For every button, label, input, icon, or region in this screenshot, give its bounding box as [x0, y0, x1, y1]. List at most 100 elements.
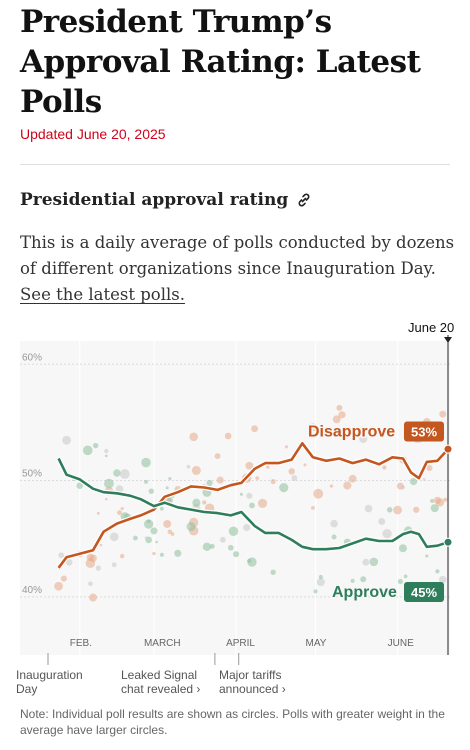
poll-dot — [202, 542, 212, 552]
poll-dot — [86, 553, 95, 562]
poll-dot — [257, 498, 268, 509]
section-header: Presidential approval rating — [20, 190, 312, 210]
poll-dot — [362, 558, 370, 566]
poll-dot — [438, 575, 447, 584]
poll-dot — [369, 557, 379, 567]
poll-dot — [227, 544, 234, 551]
poll-dot — [65, 559, 73, 566]
poll-dot — [62, 435, 71, 445]
poll-dot — [430, 504, 439, 513]
description-text: This is a daily average of polls conduct… — [20, 233, 455, 278]
poll-dot — [360, 576, 367, 583]
poll-dot — [338, 411, 346, 419]
poll-dot — [214, 453, 221, 460]
series-label-approve: Approve — [332, 584, 397, 601]
poll-dot — [243, 523, 251, 532]
annotation-tariffs-line1: Major tariffs — [219, 668, 282, 682]
poll-dot — [435, 569, 440, 574]
page-headline: President Trump’s Approval Rating: Lates… — [20, 4, 421, 120]
poll-dot — [54, 581, 63, 591]
poll-dot — [228, 526, 239, 536]
poll-dot — [270, 479, 276, 485]
poll-dot — [364, 504, 373, 513]
poll-dot — [246, 492, 253, 499]
poll-dot — [393, 505, 403, 515]
poll-dot — [141, 457, 151, 468]
annotation-signal-line1: Leaked Signal — [121, 668, 198, 682]
value-label-disapprove: 53% — [411, 425, 437, 440]
poll-dot — [288, 468, 295, 475]
poll-dot — [316, 578, 325, 587]
poll-dot — [255, 476, 260, 481]
poll-dot — [239, 492, 243, 496]
poll-dot — [117, 510, 122, 516]
link-icon[interactable] — [296, 192, 312, 208]
poll-dot — [224, 432, 232, 440]
series-line-disapprove — [57, 442, 449, 569]
chart-description: This is a daily average of polls conduct… — [20, 230, 460, 308]
poll-dot — [165, 486, 169, 490]
poll-dot — [96, 511, 100, 515]
x-tick-label: FEB. — [70, 638, 92, 649]
poll-dot — [398, 544, 407, 553]
poll-dot — [313, 589, 318, 594]
annotation-signal-chat[interactable]: Leaked Signal chat revealed › — [121, 668, 200, 696]
poll-dot — [144, 479, 148, 484]
poll-dot — [85, 558, 96, 568]
poll-dot — [308, 423, 317, 432]
poll-dot — [133, 535, 138, 541]
poll-dot — [115, 485, 124, 493]
poll-dot — [332, 415, 341, 424]
series-line-approve — [57, 457, 449, 551]
poll-dot — [109, 532, 119, 542]
latest-polls-link[interactable]: See the latest polls. — [20, 285, 185, 304]
poll-dot — [413, 506, 420, 513]
plot-background — [20, 341, 450, 655]
poll-dot — [99, 543, 103, 547]
poll-dot — [403, 574, 408, 579]
annotation-inauguration[interactable]: Inauguration Day — [16, 668, 83, 696]
poll-dot — [430, 498, 435, 503]
poll-dot — [159, 552, 164, 557]
poll-dot — [336, 404, 343, 411]
poll-dot — [144, 536, 148, 540]
poll-dot — [245, 461, 254, 470]
poll-dot — [439, 410, 447, 418]
value-label-approve: 45% — [411, 585, 437, 600]
annotation-tariffs[interactable]: Major tariffs announced › — [219, 668, 286, 696]
updated-timestamp: Updated June 20, 2025 — [20, 126, 166, 142]
end-date-arrow — [444, 337, 452, 343]
poll-dot — [119, 469, 130, 479]
poll-dot — [186, 464, 191, 469]
annotation-inauguration-line1: Inauguration — [16, 668, 83, 682]
poll-dot — [144, 519, 154, 529]
value-badge-disapprove — [404, 421, 444, 442]
poll-dot — [400, 485, 406, 490]
poll-dot — [113, 469, 121, 477]
annotation-tariffs-line2: announced › — [219, 682, 286, 696]
poll-dot — [291, 475, 298, 482]
poll-dot — [82, 445, 93, 456]
poll-dot — [111, 562, 117, 568]
annotation-inauguration-line2: Day — [16, 682, 38, 696]
annotation-signal-line2: chat revealed › — [121, 682, 201, 696]
poll-dot — [155, 540, 158, 544]
series-label-disapprove: Disapprove — [308, 424, 395, 441]
poll-dot — [219, 536, 226, 543]
poll-dot — [350, 578, 355, 583]
y-tick-label: 50% — [22, 469, 42, 480]
poll-dot — [386, 507, 393, 513]
poll-dot — [174, 549, 182, 557]
poll-dot — [76, 482, 84, 489]
x-tick-label: MAY — [306, 638, 327, 649]
section-title: Presidential approval rating — [20, 190, 289, 210]
x-tick-label: MARCH — [144, 638, 181, 649]
poll-dot — [251, 425, 259, 433]
poll-dot — [331, 534, 337, 540]
poll-dot — [58, 552, 65, 559]
poll-dot — [192, 498, 201, 507]
poll-dot — [284, 445, 288, 449]
poll-dot — [422, 477, 426, 481]
y-tick-label: 60% — [22, 352, 42, 363]
x-tick-label: JUNE — [388, 638, 414, 649]
